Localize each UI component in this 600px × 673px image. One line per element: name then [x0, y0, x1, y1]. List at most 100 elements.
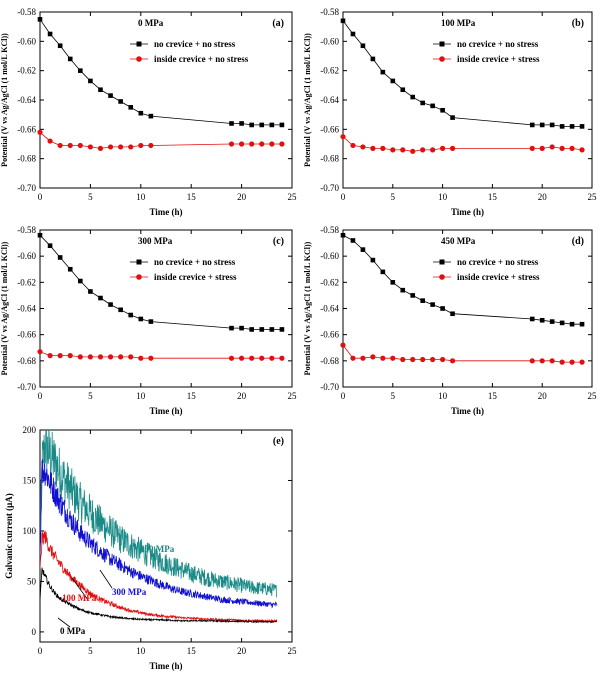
- data-point: [128, 312, 134, 318]
- panel-label: (a): [272, 18, 284, 29]
- data-point: [57, 255, 63, 260]
- y-tick-label: -0.60: [17, 36, 36, 46]
- condition-label: 300 MPa: [138, 236, 173, 246]
- data-point: [279, 327, 285, 332]
- x-tick-label: 0: [341, 192, 346, 202]
- data-point: [569, 145, 575, 151]
- y-tick-label: 0: [32, 627, 37, 637]
- y-tick-label: -0.62: [17, 66, 36, 76]
- data-point: [229, 325, 234, 331]
- data-point: [118, 144, 124, 150]
- data-point: [98, 295, 103, 301]
- data-point: [239, 325, 244, 331]
- data-point: [450, 115, 455, 120]
- data-point: [529, 145, 535, 151]
- data-point: [37, 349, 43, 355]
- data-point: [390, 280, 396, 285]
- data-point: [249, 122, 254, 128]
- data-point: [148, 113, 154, 119]
- data-point: [440, 107, 445, 113]
- data-point: [279, 355, 285, 361]
- data-point: [370, 354, 376, 360]
- data-point: [128, 144, 134, 150]
- data-point: [390, 78, 396, 84]
- data-point: [400, 87, 406, 93]
- legend-entry: no crevice + no stress: [457, 39, 539, 49]
- series-line: [342, 136, 583, 152]
- x-tick-label: 10: [438, 391, 448, 401]
- data-point: [37, 232, 43, 238]
- plot-frame: [39, 429, 293, 643]
- data-point: [249, 141, 255, 147]
- x-tick-label: 25: [288, 646, 298, 656]
- x-tick-label: 5: [391, 391, 396, 401]
- data-point: [118, 307, 123, 313]
- x-tick-label: 10: [136, 391, 146, 401]
- y-axis-label: Potential (V vs Ag/AgCl (1 mol/L KCl)): [303, 241, 312, 375]
- data-point: [279, 122, 285, 128]
- data-point: [239, 141, 245, 147]
- data-point: [47, 243, 53, 248]
- data-point: [118, 354, 124, 360]
- legend-entry: inside crevice + no stress: [154, 54, 249, 64]
- x-axis-label: Time (h): [149, 207, 182, 217]
- data-point: [67, 266, 73, 272]
- x-tick-label: 5: [88, 192, 93, 202]
- y-tick-label: -0.60: [320, 251, 339, 261]
- y-tick-label: -0.58: [17, 7, 36, 17]
- data-point: [559, 124, 565, 129]
- data-point: [259, 355, 265, 361]
- data-point: [529, 316, 535, 322]
- legend-entry: inside crevice + stress: [154, 272, 237, 282]
- data-point: [430, 103, 435, 109]
- data-point: [579, 147, 585, 153]
- data-point: [37, 129, 43, 135]
- x-tick-label: 15: [187, 646, 197, 656]
- data-point: [340, 342, 346, 348]
- data-point: [229, 121, 234, 126]
- plot-frame: [39, 229, 293, 388]
- series-annotation: 100 MPa: [62, 593, 97, 603]
- annotation-leader: [99, 569, 113, 589]
- data-point: [360, 144, 366, 150]
- y-axis-label: Potential (V vs Ag/AgCl (1 mol/L KCl)): [0, 33, 9, 167]
- y-tick-label: -0.66: [320, 124, 339, 134]
- data-point: [78, 68, 83, 73]
- data-point: [87, 354, 93, 360]
- data-point: [539, 317, 545, 323]
- y-tick-label: 200: [23, 425, 37, 435]
- y-tick-label: -0.66: [17, 330, 36, 340]
- data-point: [128, 354, 134, 360]
- data-point: [138, 316, 144, 322]
- y-axis-label: Galvanic current (μA): [4, 493, 14, 578]
- data-point: [87, 144, 93, 150]
- data-point: [380, 269, 386, 275]
- series-line: [39, 19, 282, 126]
- data-point: [539, 122, 545, 128]
- data-point: [569, 321, 575, 327]
- x-tick-label: 20: [237, 391, 247, 401]
- data-point: [78, 278, 83, 284]
- data-point: [420, 147, 426, 153]
- data-point: [108, 93, 113, 98]
- data-point: [269, 122, 275, 128]
- data-point: [138, 110, 144, 116]
- data-point: [269, 141, 275, 147]
- data-point: [400, 147, 406, 153]
- data-point: [360, 355, 366, 361]
- y-tick-label: -0.68: [320, 356, 339, 366]
- data-point: [569, 359, 575, 365]
- y-tick-label: -0.68: [17, 154, 36, 164]
- x-axis-label: Time (h): [149, 661, 182, 671]
- condition-label: 100 MPa: [441, 18, 476, 28]
- data-point: [579, 321, 585, 327]
- y-tick-label: -0.68: [17, 356, 36, 366]
- panel-label: (d): [572, 236, 584, 247]
- y-axis-label: Potential (V vs Ag/AgCl (1 mol/L KCl)): [303, 33, 312, 167]
- data-point: [449, 358, 456, 364]
- data-point: [390, 147, 396, 153]
- data-point: [410, 94, 416, 100]
- plot-frame: [342, 229, 593, 388]
- x-tick-label: 15: [488, 391, 498, 401]
- panel-label: (b): [572, 18, 584, 29]
